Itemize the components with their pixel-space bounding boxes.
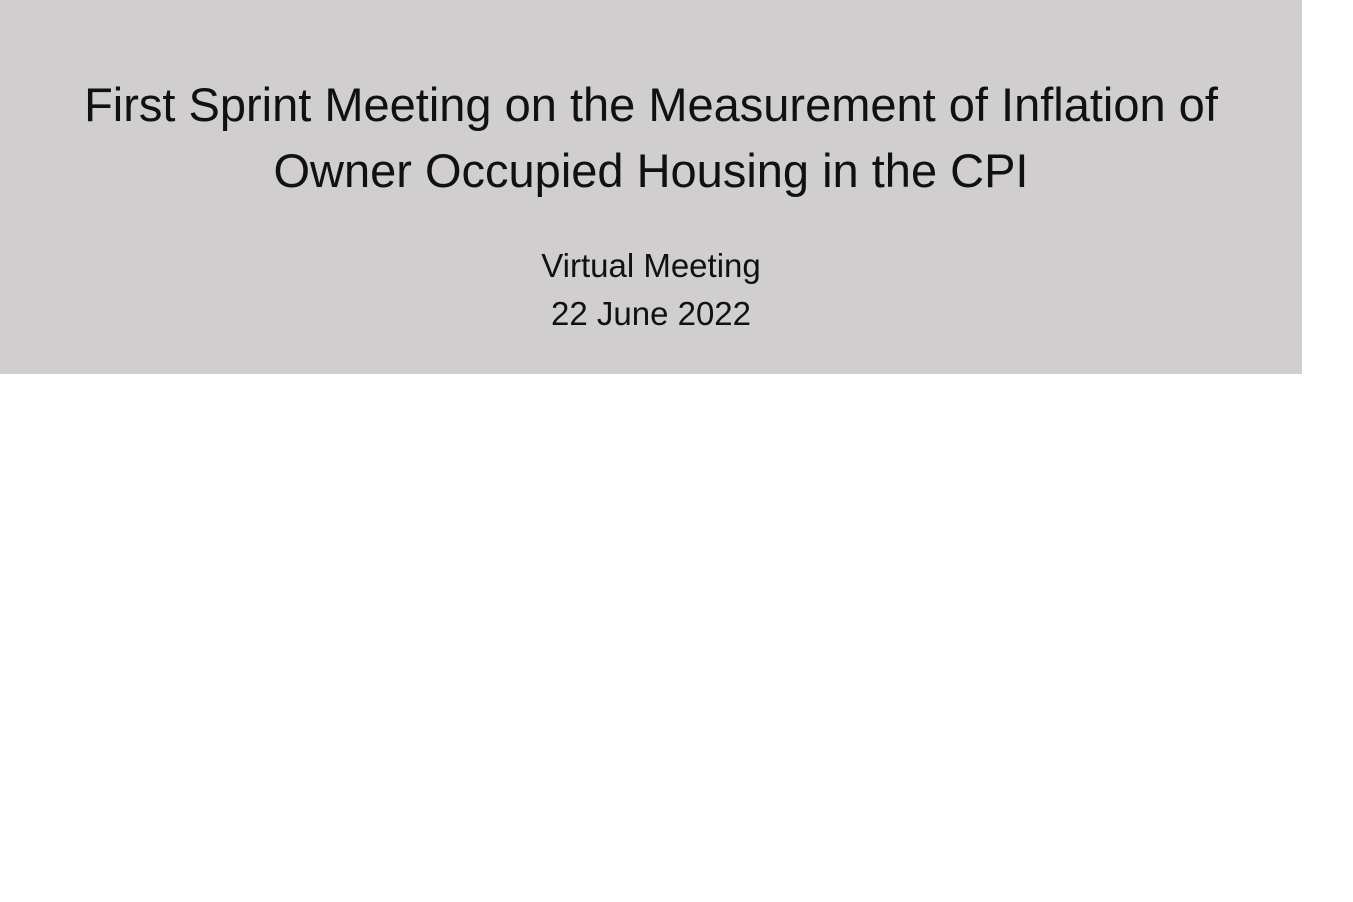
slide-title-line-1: First Sprint Meeting on the Measurement … xyxy=(84,78,1218,131)
slide-subtitle: Virtual Meeting 22 June 2022 xyxy=(0,242,1302,338)
meeting-type: Virtual Meeting xyxy=(541,247,761,284)
slide-title: First Sprint Meeting on the Measurement … xyxy=(0,72,1302,204)
title-banner: First Sprint Meeting on the Measurement … xyxy=(0,0,1302,374)
slide-title-line-2: Owner Occupied Housing in the CPI xyxy=(273,144,1029,197)
meeting-date: 22 June 2022 xyxy=(550,295,751,332)
